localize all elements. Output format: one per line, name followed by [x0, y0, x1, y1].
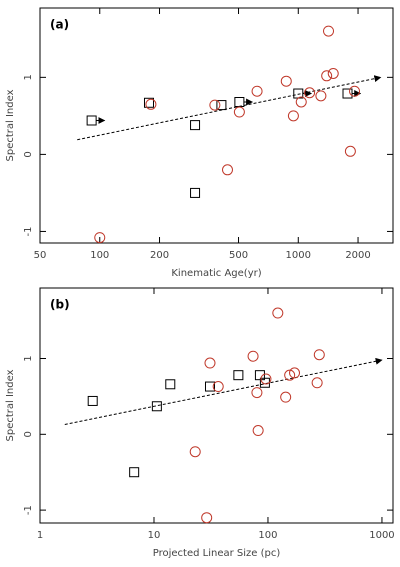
x-tick-label: 50 [34, 250, 47, 261]
x-axis-label: Kinematic Age(yr) [171, 268, 261, 279]
x-tick-label: 500 [229, 250, 248, 261]
square-point [143, 97, 154, 108]
circle-point [251, 387, 263, 399]
square-point [86, 115, 97, 126]
y-tick-label: -1 [23, 226, 34, 236]
circle-point [252, 425, 264, 437]
trend-line [77, 75, 382, 141]
x-tick-label: 200 [150, 250, 169, 261]
x-tick-label: 1 [37, 530, 43, 541]
circle-point [284, 369, 296, 381]
circle-point [272, 307, 284, 319]
y-axis-label: Spectral Index [5, 369, 16, 441]
circle-point [289, 367, 301, 379]
square-point [234, 97, 245, 107]
x-tick-label: 2000 [345, 250, 370, 261]
square-point [165, 379, 176, 390]
panel-label: (a) [50, 18, 69, 32]
plot-frame [39, 287, 394, 524]
circle-point [349, 85, 361, 97]
square-point [151, 401, 162, 412]
circle-point [311, 377, 323, 389]
y-tick-label: 1 [23, 74, 34, 80]
y-tick-label: 1 [23, 355, 34, 361]
square-point [87, 395, 98, 406]
circle-point [189, 446, 201, 458]
square-point [204, 381, 215, 392]
circle-point [280, 75, 292, 87]
circle-point [323, 25, 335, 37]
square-point [233, 370, 244, 381]
circle-point [295, 96, 307, 108]
y-axis-label: Spectral Index [5, 89, 16, 161]
circle-point [204, 357, 216, 369]
circle-point [304, 87, 316, 99]
square-point [190, 120, 201, 131]
panel-label: (b) [50, 298, 70, 312]
circle-point [221, 164, 233, 176]
x-tick-label: 100 [90, 250, 109, 261]
x-tick-label: 1000 [286, 250, 311, 261]
x-tick-label: 100 [258, 530, 277, 541]
circle-point [313, 349, 325, 361]
circle-point [315, 90, 327, 102]
circle-point [247, 350, 259, 362]
y-tick-label: -1 [23, 505, 34, 515]
circle-point [344, 145, 356, 157]
x-tick-label: 10 [148, 530, 161, 541]
circle-point [94, 232, 106, 244]
circle-point [287, 110, 299, 122]
circle-point [321, 70, 333, 82]
circle-point [233, 106, 245, 118]
circle-point [145, 98, 157, 110]
plot-frame [39, 7, 394, 244]
circle-point [280, 391, 292, 403]
circle-point [260, 373, 272, 385]
square-point [216, 100, 227, 111]
x-tick-label: 1000 [369, 530, 394, 541]
circle-point [212, 381, 224, 393]
y-tick-label: 0 [23, 431, 34, 437]
y-tick-label: 0 [23, 151, 34, 157]
x-axis-label: Projected Linear Size (pc) [153, 548, 281, 559]
square-point [190, 187, 201, 198]
circle-point [201, 512, 213, 524]
trend-line [64, 357, 383, 425]
square-point [129, 467, 140, 478]
circle-point [251, 85, 263, 97]
circle-point [209, 99, 221, 111]
circle-point [327, 67, 339, 79]
